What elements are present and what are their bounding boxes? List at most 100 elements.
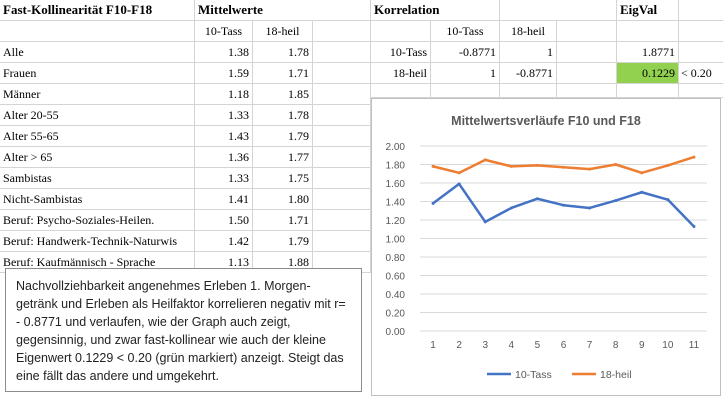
data-point[interactable]	[483, 158, 487, 162]
data-point[interactable]	[614, 199, 618, 203]
data-point[interactable]	[692, 155, 696, 159]
row-label[interactable]: Frauen	[0, 63, 195, 84]
mean-10-tass[interactable]: 1.59	[195, 63, 253, 84]
row-label[interactable]: Alle	[0, 42, 195, 63]
data-point[interactable]	[431, 201, 435, 205]
row-label[interactable]: Männer	[0, 84, 195, 105]
data-point[interactable]	[614, 163, 618, 166]
mean-18-heil[interactable]: 1.78	[253, 42, 313, 63]
empty-cell[interactable]	[313, 42, 371, 63]
mean-10-tass[interactable]: 1.38	[195, 42, 253, 63]
row-label[interactable]: Alter > 65	[0, 147, 195, 168]
data-point[interactable]	[640, 190, 644, 194]
mean-10-tass[interactable]: 1.41	[195, 189, 253, 210]
corr-col-header-18-heil[interactable]: 18-heil	[500, 21, 557, 42]
data-point[interactable]	[457, 182, 461, 186]
eigenvalue-1[interactable]: 1.8771	[617, 42, 679, 63]
mean-18-heil[interactable]: 1.79	[253, 231, 313, 252]
empty-cell[interactable]	[371, 21, 431, 42]
data-point[interactable]	[509, 164, 513, 168]
empty-cell[interactable]	[557, 42, 617, 63]
empty-cell[interactable]	[313, 147, 371, 168]
data-point[interactable]	[431, 164, 435, 168]
empty-cell[interactable]	[617, 84, 679, 98]
empty-cell[interactable]	[313, 105, 371, 126]
empty-cell[interactable]	[679, 42, 723, 63]
empty-cell[interactable]	[313, 63, 371, 84]
mean-18-heil[interactable]: 1.75	[253, 168, 313, 189]
corr-value[interactable]: -0.8771	[500, 63, 557, 84]
data-point[interactable]	[588, 167, 592, 171]
col-header-18-heil[interactable]: 18-heil	[253, 21, 313, 42]
mean-10-tass[interactable]: 1.50	[195, 210, 253, 231]
mean-10-tass[interactable]: 1.18	[195, 84, 253, 105]
empty-cell[interactable]	[431, 84, 500, 98]
eigenvalue-threshold[interactable]: < 0.20	[679, 63, 723, 84]
data-point[interactable]	[509, 206, 513, 210]
mean-10-tass[interactable]: 1.43	[195, 126, 253, 147]
data-point[interactable]	[562, 165, 565, 169]
row-label[interactable]: Beruf: Psycho-Soziales-Heilen.	[0, 210, 195, 231]
empty-cell[interactable]	[313, 84, 371, 105]
explanation-textbox[interactable]: Nachvollziehbarkeit angenehmes Erleben 1…	[5, 268, 362, 392]
mean-18-heil[interactable]: 1.79	[253, 126, 313, 147]
data-point[interactable]	[666, 198, 670, 202]
eigval-header[interactable]: EigVal	[617, 0, 679, 21]
data-point[interactable]	[640, 171, 644, 175]
empty-cell[interactable]	[679, 0, 723, 21]
mean-10-tass[interactable]: 1.42	[195, 231, 253, 252]
row-label[interactable]: Nicht-Sambistas	[0, 189, 195, 210]
corr-col-header-10-tass[interactable]: 10-Tass	[431, 21, 500, 42]
empty-cell[interactable]	[617, 21, 679, 42]
mean-18-heil[interactable]: 1.71	[253, 63, 313, 84]
y-tick-label: 2.00	[386, 142, 406, 153]
empty-cell[interactable]	[500, 84, 557, 98]
mean-18-heil[interactable]: 1.85	[253, 84, 313, 105]
mean-10-tass[interactable]: 1.36	[195, 147, 253, 168]
y-tick-label: 1.20	[386, 216, 406, 227]
corr-value[interactable]: 1	[500, 42, 557, 63]
empty-cell[interactable]	[313, 231, 371, 252]
corr-row-label[interactable]: 18-heil	[371, 63, 431, 84]
corr-row-label[interactable]: 10-Tass	[371, 42, 431, 63]
data-point[interactable]	[535, 197, 539, 201]
empty-cell[interactable]	[0, 21, 195, 42]
data-point[interactable]	[666, 163, 670, 167]
sheet-title[interactable]: Fast-Kollinearität F10-F18	[0, 0, 195, 21]
mean-18-heil[interactable]: 1.78	[253, 105, 313, 126]
empty-cell[interactable]	[313, 126, 371, 147]
data-point[interactable]	[562, 203, 565, 207]
mean-10-tass[interactable]: 1.33	[195, 168, 253, 189]
data-point[interactable]	[483, 220, 487, 224]
empty-cell[interactable]	[557, 84, 617, 98]
corr-value[interactable]: 1	[431, 63, 500, 84]
eigenvalue-2-highlighted[interactable]: 0.1229	[617, 63, 679, 84]
row-label[interactable]: Alter 55-65	[0, 126, 195, 147]
row-label[interactable]: Beruf: Handwerk-Technik-Naturwis	[0, 231, 195, 252]
line-chart[interactable]: Mittelwertsverläufe F10 und F18 0.00 0.20…	[371, 98, 721, 396]
empty-cell[interactable]	[679, 21, 723, 42]
mittelwerte-header[interactable]: Mittelwerte	[195, 0, 371, 21]
empty-cell[interactable]	[371, 84, 431, 98]
data-point[interactable]	[588, 206, 592, 210]
empty-cell[interactable]	[557, 21, 617, 42]
empty-cell[interactable]	[313, 21, 371, 42]
row-label[interactable]: Alter 20-55	[0, 105, 195, 126]
empty-cell[interactable]	[557, 63, 617, 84]
empty-cell[interactable]	[313, 210, 371, 231]
empty-cell[interactable]	[679, 84, 723, 98]
empty-cell[interactable]	[313, 189, 371, 210]
col-header-10-tass[interactable]: 10-Tass	[195, 21, 253, 42]
empty-cell[interactable]	[313, 168, 371, 189]
mean-10-tass[interactable]: 1.33	[195, 105, 253, 126]
row-label[interactable]: Sambistas	[0, 168, 195, 189]
mean-18-heil[interactable]: 1.71	[253, 210, 313, 231]
corr-value[interactable]: -0.8771	[431, 42, 500, 63]
data-point[interactable]	[457, 171, 461, 175]
mean-18-heil[interactable]: 1.80	[253, 189, 313, 210]
empty-cell[interactable]	[500, 0, 617, 21]
mean-18-heil[interactable]: 1.77	[253, 147, 313, 168]
data-point[interactable]	[535, 163, 539, 167]
korrelation-header[interactable]: Korrelation	[371, 0, 500, 21]
data-point[interactable]	[692, 224, 696, 228]
